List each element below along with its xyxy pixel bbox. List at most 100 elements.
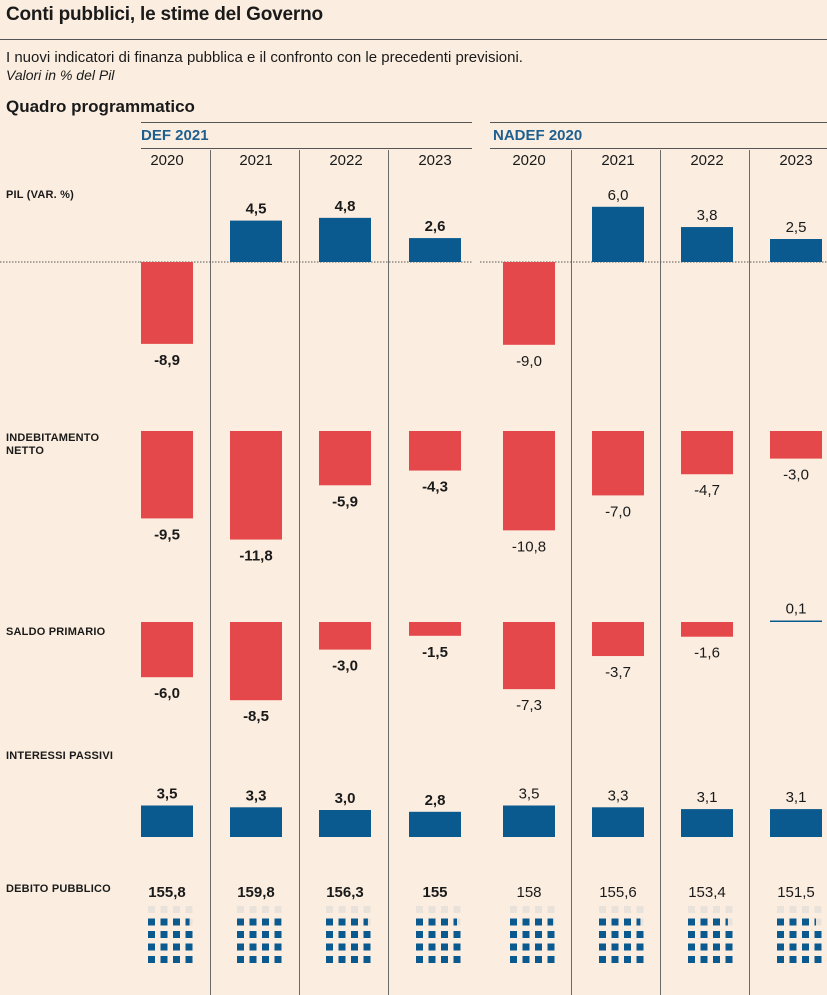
bar-pil-nadef-2023 [770,239,822,262]
debt-square-filled [454,931,461,938]
debt-square-empty [510,906,517,913]
debt-square-empty [688,906,695,913]
debt-square-filled [548,931,555,938]
bar-pil-def-2020 [141,262,193,344]
bar-interessi-nadef-2020 [503,806,555,838]
debt-square-filled [441,956,448,963]
data-label-indebitamento: -4,3 [422,479,448,496]
data-label-saldo: -1,6 [694,645,720,662]
debt-square-filled [250,956,257,963]
debt-square-filled [637,956,644,963]
debt-square-filled [429,931,436,938]
bar-indebitamento-nadef-2020 [503,431,555,530]
debt-square-empty [637,906,644,913]
debt-square-filled [535,931,542,938]
data-label-interessi: 3,1 [786,789,807,806]
debt-square-filled [326,919,333,926]
debt-square-empty [599,906,606,913]
debt-square-empty [802,906,809,913]
debt-square-empty [237,906,244,913]
debt-square-filled [777,919,784,926]
debt-square-filled [790,931,797,938]
bar-saldo-def-2021 [230,622,282,700]
debt-square-filled [351,956,358,963]
bar-interessi-nadef-2021 [592,807,644,837]
debt-square-partial [548,919,554,926]
debt-square-empty [624,906,631,913]
debt-square-filled [523,919,530,926]
data-label-pil: 4,8 [335,198,356,215]
debt-square-filled [454,956,461,963]
data-label-debito: 151,5 [777,884,815,901]
data-label-indebitamento: -5,9 [332,493,358,510]
debt-square-filled [599,931,606,938]
debt-square-filled [186,931,193,938]
debt-square-partial [275,919,282,926]
debt-square-filled [173,944,180,951]
debt-square-filled [688,919,695,926]
chart-plot: -8,94,5 4,82,6-9,06,03,82,5-9,5-11,8-5,9-… [0,0,827,995]
data-label-interessi: 3,5 [519,786,540,803]
debt-square-filled [237,919,244,926]
debt-square-filled [612,944,619,951]
debt-square-filled [237,956,244,963]
debt-square-filled [777,931,784,938]
debt-square-filled [688,956,695,963]
data-label-indebitamento: -9,5 [154,526,180,543]
bar-interessi-def-2023 [409,812,461,837]
debt-square-filled [173,931,180,938]
debt-square-filled [713,931,720,938]
data-label-pil: 2,5 [786,219,807,236]
data-label-saldo: -6,0 [154,685,180,702]
debt-square-filled [624,944,631,951]
debt-square-filled [186,944,193,951]
debt-square-filled [351,919,358,926]
debt-square-filled [701,919,708,926]
bar-saldo-def-2023 [409,622,461,636]
debt-square-filled [802,919,809,926]
debt-square-partial [364,919,368,926]
debt-square-filled [510,919,517,926]
debt-square-empty [262,906,269,913]
debt-square-partial [454,919,458,926]
debt-square-filled [441,931,448,938]
debt-square-filled [429,956,436,963]
debt-square-filled [624,956,631,963]
debt-square-empty [548,906,555,913]
debt-square-partial [726,919,728,926]
debt-square-filled [364,931,371,938]
debt-square-filled [802,956,809,963]
debt-square-empty [535,906,542,913]
debt-square-filled [726,931,733,938]
debt-square-filled [148,944,155,951]
data-label-interessi: 2,8 [425,792,446,809]
debt-square-filled [713,944,720,951]
bar-indebitamento-def-2023 [409,431,461,471]
bar-indebitamento-def-2021 [230,431,282,540]
debt-square-filled [250,919,257,926]
data-label-saldo: -3,7 [605,664,631,681]
debt-square-filled [815,931,822,938]
debt-square-filled [416,956,423,963]
debt-square-filled [713,956,720,963]
debt-square-filled [510,956,517,963]
debt-square-filled [429,919,436,926]
debt-square-filled [523,944,530,951]
debt-square-empty [815,906,822,913]
data-label-saldo: -8,5 [243,708,269,725]
debt-square-empty [339,906,346,913]
data-label-indebitamento: -10,8 [512,538,546,555]
data-label-pil: 2,6 [425,218,446,235]
debt-square-partial [186,919,190,926]
debt-square-empty [612,906,619,913]
debt-square-empty [161,906,168,913]
bar-saldo-nadef-2021 [592,622,644,656]
debt-square-filled [161,944,168,951]
bar-pil-nadef-2021 [592,207,644,262]
debt-square-filled [777,944,784,951]
data-label-saldo: 0,1 [786,601,807,618]
bar-indebitamento-def-2022 [319,431,371,485]
data-label-pil: 3,8 [697,207,718,224]
debt-square-filled [339,931,346,938]
debt-square-filled [275,956,282,963]
